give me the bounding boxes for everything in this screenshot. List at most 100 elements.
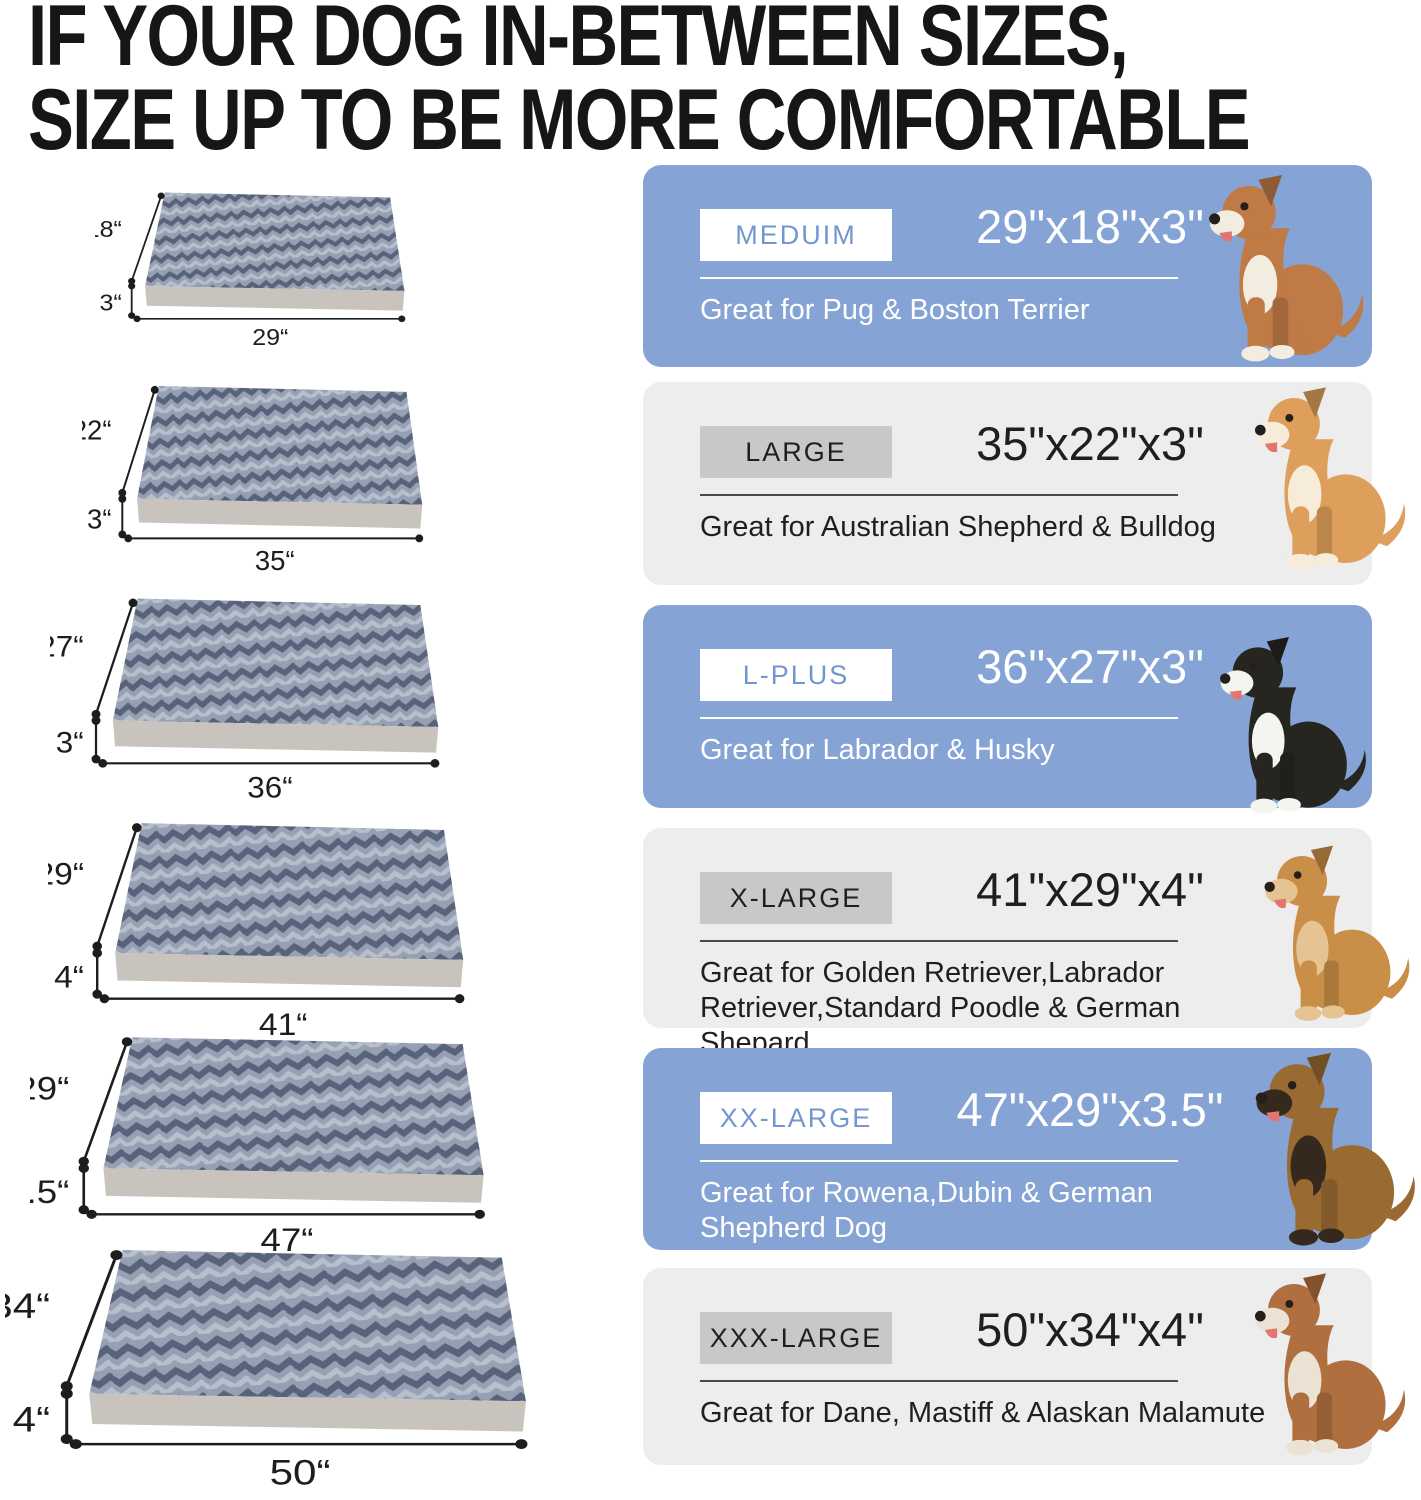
bed-width-label: 27“ [50, 629, 84, 663]
nose [1209, 213, 1221, 225]
dog-bed-image: 22“ 3“ 35“ [82, 385, 424, 576]
english-bulldog-photo [1209, 175, 1364, 362]
bed-figure: 22“ 3“ 35“ [82, 378, 436, 576]
bed-top-surface [112, 598, 439, 727]
bed-top-surface [137, 385, 423, 505]
tongue [1264, 1328, 1278, 1339]
bed-width-label: 29“ [30, 1071, 69, 1106]
bed-top-surface [145, 192, 405, 291]
dog-ear [1306, 1052, 1331, 1086]
nose [1254, 1310, 1266, 1322]
bed-height-label: 3“ [100, 291, 122, 317]
card-divider [700, 277, 1178, 279]
front-paw [1250, 798, 1278, 814]
card-divider [700, 940, 1178, 942]
breed-recommendation: Great for Pug & Boston Terrier [700, 294, 1090, 326]
breed-recommendation: Great for Labrador & Husky [700, 734, 1055, 766]
eye [1240, 202, 1249, 211]
bed-figure: 29“ 4“ 41“ [48, 814, 480, 1042]
bed-height-label: 4“ [54, 958, 84, 994]
bed-top-surface [103, 1037, 484, 1176]
bed-foam-base [103, 1168, 484, 1203]
dog-bed-image: 27“ 3“ 36“ [50, 598, 440, 804]
front-paw [1241, 345, 1270, 362]
mastiff-photo [1254, 1273, 1406, 1456]
size-card: L-PLUS 36"x27"x3" Great for Labrador & H… [643, 605, 1372, 814]
size-badge: XXX-LARGE [700, 1312, 892, 1364]
nose [1220, 673, 1231, 684]
bed-foam-base [89, 1393, 526, 1432]
rear-paw [1318, 1228, 1344, 1244]
tongue [1274, 898, 1286, 909]
size-dimensions: 47"x29"x3.5" [956, 1083, 1224, 1136]
dimension-annotations: 27“ 3“ 36“ [50, 598, 440, 804]
title-line-2: SIZE UP TO BE MORE COMFORTABLE [28, 72, 1251, 168]
size-dimensions: 36"x27"x3" [976, 640, 1204, 693]
bed-foam-base [145, 286, 405, 311]
eye [1293, 871, 1302, 879]
bed-figure: 34“ 4“ 50“ [5, 1240, 547, 1492]
size-dimensions: 50"x34"x4" [976, 1303, 1204, 1356]
dog-bed-image: 18“ 3“ 29“ [95, 192, 406, 350]
nose [1254, 424, 1266, 436]
eye [1249, 662, 1258, 671]
tongue [1219, 231, 1232, 242]
card-divider [700, 1380, 1178, 1382]
dimension-annotations: 22“ 3“ 35“ [82, 385, 424, 576]
dog-ear [1310, 845, 1333, 876]
size-card: MEDUIM 29"x18"x3" Great for Pug & Boston… [643, 165, 1372, 367]
front-paw [1286, 553, 1314, 570]
bed-length-label: 35“ [255, 545, 295, 576]
breed-recommendation: Great for Australian Shepherd & Bulldog [700, 511, 1216, 543]
border-collie-photo [1220, 637, 1366, 814]
bed-top-surface [115, 823, 464, 960]
rear-paw [1313, 1439, 1339, 1453]
nose [1255, 1092, 1268, 1104]
bed-length-label: 50“ [270, 1454, 331, 1492]
dimension-annotations: 29“ 4“ 41“ [48, 823, 465, 1042]
bed-height-label: 4“ [13, 1401, 50, 1440]
rear-paw [1321, 1005, 1345, 1019]
bed-length-label: 36“ [247, 770, 292, 804]
bed-length-label: 41“ [259, 1006, 308, 1042]
bed-top-surface [89, 1250, 526, 1402]
size-dimensions: 41"x29"x4" [976, 863, 1204, 916]
bed-figure: 27“ 3“ 36“ [50, 590, 454, 804]
nose [1264, 881, 1275, 893]
card-divider [700, 494, 1178, 496]
bed-foam-base [137, 498, 423, 529]
dog-ear [1266, 637, 1289, 667]
tongue [1264, 442, 1278, 453]
dog-bed-image: 34“ 4“ 50“ [5, 1250, 528, 1492]
size-dimensions: 29"x18"x3" [976, 200, 1204, 253]
card-divider [700, 1160, 1178, 1162]
rear-paw [1269, 344, 1295, 360]
card-divider [700, 717, 1178, 719]
bed-height-label: 3“ [87, 503, 111, 534]
bed-figure: 29“ 3.5“ 47“ [30, 1028, 502, 1258]
size-dimensions: 35"x22"x3" [976, 417, 1204, 470]
size-card: XXX-LARGE 50"x34"x4" Great for Dane, Mas… [643, 1268, 1406, 1465]
size-card: X-LARGE 41"x29"x4" Great for Golden Retr… [643, 828, 1410, 1059]
size-card: XX-LARGE 47"x29"x3.5" Great for Rowena,D… [643, 1048, 1415, 1250]
eye [1285, 413, 1294, 422]
size-card: LARGE 35"x22"x3" Great for Australian Sh… [643, 382, 1406, 585]
bed-width-label: 34“ [5, 1287, 50, 1326]
bed-width-label: 22“ [82, 414, 112, 445]
tongue [1229, 690, 1242, 700]
size-badge: X-LARGE [700, 872, 892, 924]
dog-bed-image: 29“ 3.5“ 47“ [30, 1037, 485, 1258]
bed-length-label: 29“ [252, 325, 288, 350]
bed-width-label: 18“ [95, 217, 122, 243]
german-shepherd-photo [1255, 1052, 1415, 1246]
size-badge: LARGE [700, 426, 892, 478]
dog-ear [1303, 1273, 1326, 1304]
bed-length-label: 47“ [260, 1223, 313, 1258]
dog-bed-image: 29“ 4“ 41“ [48, 823, 465, 1042]
bed-height-label: 3“ [56, 725, 84, 759]
breed-recommendation: Great for Golden Retriever,Labrador Retr… [700, 957, 1181, 1059]
front-paw [1286, 1439, 1314, 1456]
size-badge: MEDUIM [700, 209, 892, 261]
title-line-1: IF YOUR DOG IN-BETWEEN SIZES, [28, 0, 1129, 84]
